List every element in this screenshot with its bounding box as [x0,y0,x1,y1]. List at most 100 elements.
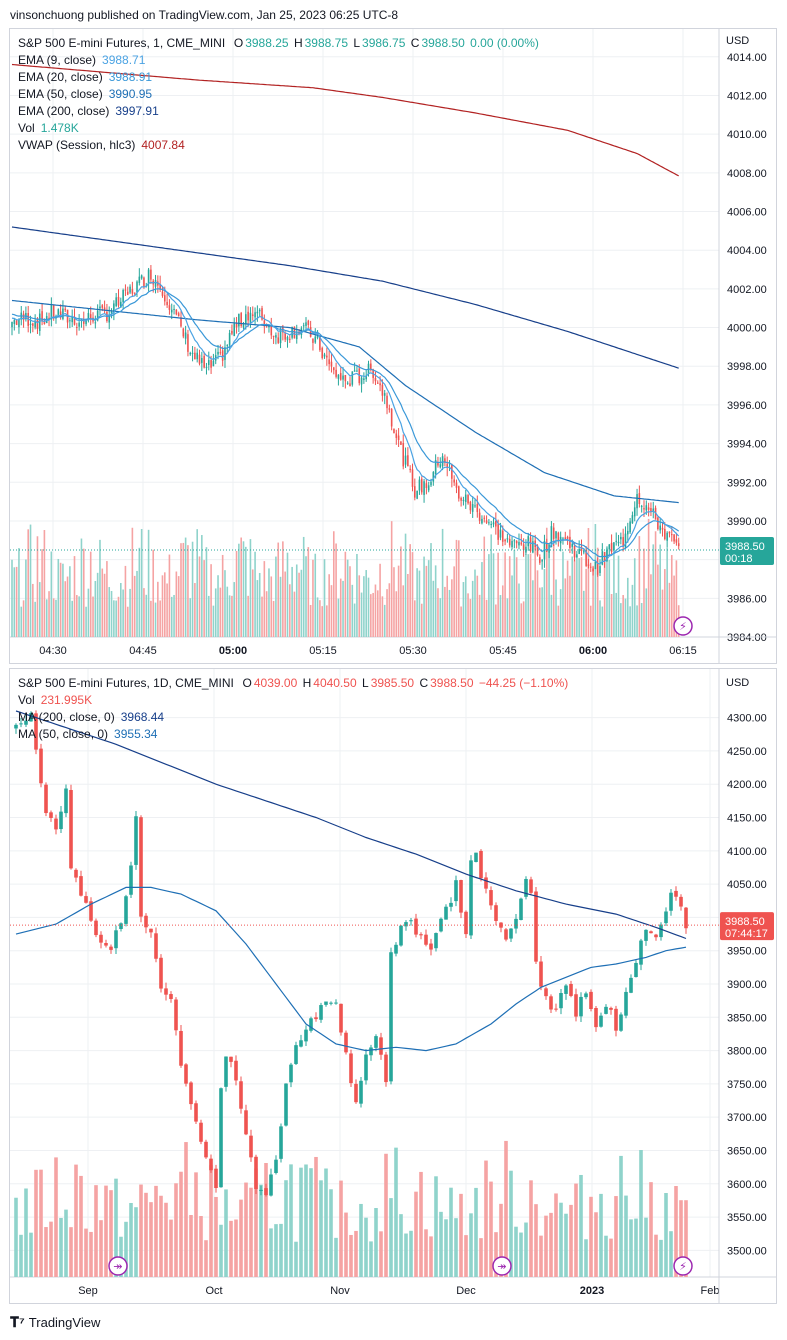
candle-body [400,441,402,445]
candle-body [175,309,178,315]
candle-body [544,988,548,997]
volume-bar [489,1181,493,1277]
volume-bar [39,1169,43,1277]
volume-bar [309,604,312,637]
volume-bar [629,1219,633,1277]
candle-body [624,991,628,1016]
candle-body [668,531,671,534]
volume-bar [527,554,530,637]
candle-body [583,551,585,553]
intraday-legend-item[interactable]: EMA (9, close) 3988.71 [18,52,541,69]
candle-body [409,920,413,922]
candle-body [76,326,78,328]
volume-bar [182,542,185,637]
y-tick-label: 3992.00 [727,477,767,489]
candle-body [332,367,335,371]
candle-body [455,482,458,488]
intraday-legend-item[interactable]: EMA (20, close) 3988.91 [18,69,541,86]
daily-chart-svg[interactable]: 4300.00 4250.00 4200.00 4150.00 4100.00 4050.… [10,669,777,1304]
x-tick-label: Sep [78,1285,98,1297]
volume-bar [557,605,560,637]
intraday-legend-value: 3988.71 [102,53,146,67]
daily-currency: USD [726,677,750,689]
volume-bar [140,529,143,637]
candle-body [133,292,136,294]
volume-bar [386,589,388,637]
footer: 𝐓⁷ TradingView [10,1314,100,1331]
intraday-legend-item[interactable]: VWAP (Session, hlc3) 4007.84 [18,137,541,154]
candle-body [99,934,103,943]
volume-bar [545,527,548,637]
dividend-arrow-icon: ↠ [492,1256,512,1276]
volume-bar [191,541,194,637]
ema200-line [11,226,679,369]
intraday-legend-item[interactable]: EMA (50, close) 3990.95 [18,86,541,103]
volume-bar [269,1228,273,1277]
candle-body [264,1188,268,1196]
volume-bar [427,560,430,637]
candle-body [154,280,157,287]
x-tick-label: Feb [701,1285,720,1297]
volume-bar [170,596,173,637]
candle-body [323,354,326,357]
candle-body [370,363,372,370]
intraday-chart-svg[interactable]: 4014.00 4012.00 4010.00 4008.00 4006.00 4004.… [10,29,777,664]
volume-bar [444,586,446,637]
volume-bar [298,572,300,637]
candle-body [170,309,173,313]
candle-body [353,370,356,372]
candle-body [126,291,129,295]
dividend-arrow-icon: ↠ [108,1256,128,1276]
ma200-line [15,710,687,940]
volume-bar [159,600,161,637]
y-tick-label: 3500.00 [727,1245,767,1257]
candle-body [129,865,133,895]
intraday-legend-item[interactable]: EMA (200, close) 3997.91 [18,103,541,120]
candle-body [674,890,678,897]
candle-body [263,320,266,327]
candle-body [529,537,532,552]
daily-legend-item[interactable]: MA (200, close, 0) 3968.44 [18,709,570,726]
volume-bar [654,1234,658,1277]
candle-body [254,1156,258,1189]
daily-legend-item[interactable]: Vol 231.995K [18,692,570,709]
candle-body [69,790,73,869]
candle-body [277,337,280,343]
candle-body [226,344,229,346]
y-tick-label: 3800.00 [727,1046,767,1058]
volume-bar [583,590,585,637]
daily-chart-panel[interactable]: 4300.00 4250.00 4200.00 4150.00 4100.00 4050.… [9,668,777,1304]
volume-bar [99,1220,103,1277]
candle-body [615,540,618,542]
candle-body [576,554,578,558]
candle-series [14,710,688,1197]
volume-bar [668,582,671,637]
volume-bar [334,1237,338,1277]
intraday-legend-value: 1.478K [40,121,79,135]
y-tick-label: 4006.00 [727,207,767,219]
volume-bar [168,554,171,637]
volume-bar [239,1199,243,1277]
candle-body [669,892,673,911]
candle-body [453,479,455,483]
intraday-legend-item[interactable]: Vol 1.478K [18,120,541,137]
volume-bar [626,577,629,637]
candle-body [629,521,631,533]
volume-bar [221,554,224,637]
candle-body [626,530,629,535]
daily-legend-item[interactable]: MA (50, close, 0) 3955.34 [18,726,570,743]
intraday-chart-panel[interactable]: 4014.00 4012.00 4010.00 4008.00 4006.00 4004.… [9,28,777,664]
volume-bar [275,556,277,637]
candle-body [508,538,511,546]
volume-series [11,518,680,637]
intraday-legend-value: 4007.84 [141,138,185,152]
candle-body [198,354,201,364]
volume-bar [224,1189,228,1277]
candle-body [389,952,393,1082]
volume-bar [249,1187,253,1277]
candle-body [515,541,518,544]
candle-body [488,522,490,524]
candle-body [96,310,99,321]
volume-bar [439,598,442,637]
volume-bar [425,565,428,637]
